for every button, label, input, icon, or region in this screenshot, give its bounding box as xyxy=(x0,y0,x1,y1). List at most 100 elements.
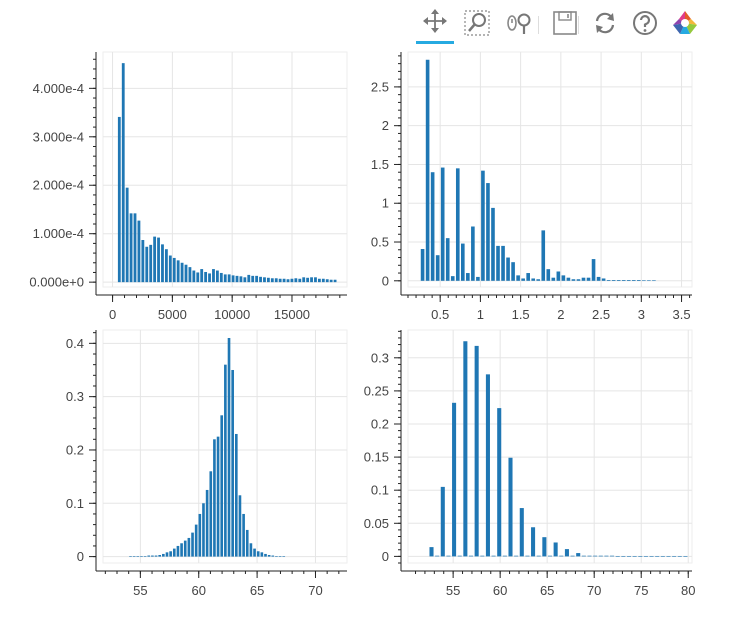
histogram-bar xyxy=(209,471,213,557)
x-tick-label: 1.5 xyxy=(512,307,530,322)
x-tick-label: 60 xyxy=(191,583,205,598)
histogram-bar xyxy=(286,279,290,283)
plot-frame xyxy=(407,329,693,564)
histogram-bar xyxy=(521,278,525,281)
pan-tool-button[interactable] xyxy=(416,6,454,44)
wheel-zoom-icon xyxy=(505,9,533,42)
histogram-bar xyxy=(282,278,286,283)
histogram-bar xyxy=(192,270,196,283)
histogram-bar xyxy=(551,277,556,281)
histogram-bar xyxy=(259,276,262,283)
y-tick-label: 0.2 xyxy=(66,442,84,457)
box-zoom-tool-button[interactable] xyxy=(458,6,496,44)
histogram-bar xyxy=(440,167,445,281)
histogram-bar xyxy=(133,213,137,283)
histogram-bar xyxy=(593,555,598,557)
histogram-bar xyxy=(514,555,519,557)
histogram-bar xyxy=(649,556,654,557)
histogram-bar xyxy=(445,238,450,281)
histogram-bar xyxy=(491,207,495,281)
histogram-bar xyxy=(576,553,581,557)
histogram-bar xyxy=(566,277,571,281)
histogram-bar xyxy=(325,279,329,283)
histogram-bar xyxy=(440,486,445,557)
histogram-bar xyxy=(270,278,274,283)
y-tick-label: 2 xyxy=(382,118,389,133)
y-tick-label: 3.000e-4 xyxy=(33,129,84,144)
histogram-bar xyxy=(435,555,440,557)
histogram-bar xyxy=(621,556,626,557)
histogram-bar xyxy=(235,275,239,283)
histogram-bar xyxy=(485,374,490,557)
histogram-bar xyxy=(242,513,245,557)
histogram-bar xyxy=(660,556,665,557)
histogram-bar xyxy=(471,226,475,281)
histogram-bar xyxy=(129,213,133,283)
histogram-bar xyxy=(267,555,271,557)
histogram-bar xyxy=(212,269,215,283)
histogram-bar xyxy=(137,220,141,283)
x-tick-label: 0.5 xyxy=(431,307,449,322)
y-tick-label: 0 xyxy=(382,549,389,564)
histogram-bar xyxy=(455,168,460,281)
y-tick-label: 1.5 xyxy=(371,157,389,172)
histogram-bar xyxy=(235,433,238,557)
histogram-bar xyxy=(298,278,302,283)
histogram-bar xyxy=(145,246,149,283)
histogram-bar xyxy=(542,537,547,557)
histogram-bar xyxy=(205,489,209,557)
histogram-bar xyxy=(290,278,294,283)
histogram-chart-2[interactable]: 0.5 1 1.5 2 2.5 3 3.5 0 0.5 1 1.5 2 2.5 xyxy=(371,51,693,322)
y-tick-label: 4.000e-4 xyxy=(33,81,84,96)
reset-icon xyxy=(591,9,619,42)
histogram-bar xyxy=(220,415,224,557)
reset-tool-button[interactable] xyxy=(586,6,624,44)
histogram-chart-3[interactable]: 55 60 65 70 0 0.1 0.2 0.3 0.4 xyxy=(66,329,348,598)
histogram-bar xyxy=(151,555,154,557)
x-tick-label: 55 xyxy=(133,583,147,598)
histogram-bar xyxy=(278,278,282,283)
histogram-bar xyxy=(420,249,425,281)
toolbar-separator xyxy=(538,16,539,34)
save-tool-button[interactable] xyxy=(546,6,584,44)
histogram-bar xyxy=(496,245,500,281)
histogram-bar xyxy=(642,280,646,282)
histogram-bar xyxy=(480,555,485,557)
histogram-chart-1[interactable]: 0 5000 10000 15000 0.000e+0 1.000e-4 2.000e-4 3… xyxy=(29,51,348,322)
histogram-bar xyxy=(321,278,325,283)
histogram-bar xyxy=(243,277,247,283)
histogram-bar xyxy=(196,272,200,283)
x-tick-label: 1 xyxy=(477,307,484,322)
histogram-bar xyxy=(476,276,480,281)
histogram-bar xyxy=(638,556,643,557)
histogram-bar xyxy=(198,513,202,557)
y-tick-label: 0.1 xyxy=(66,496,84,511)
histogram-bar xyxy=(213,439,216,557)
histogram-bar xyxy=(183,540,187,557)
toolbar-separator xyxy=(578,16,579,34)
histogram-bar xyxy=(502,555,507,557)
histogram-bar xyxy=(531,278,536,281)
histogram-bar xyxy=(188,267,192,283)
x-tick-label: 10000 xyxy=(214,307,250,322)
histogram-bar xyxy=(245,529,249,557)
histogram-bar xyxy=(223,274,227,283)
histogram-bar xyxy=(546,269,551,281)
x-tick-label: 2 xyxy=(557,307,564,322)
histogram-bar xyxy=(511,262,515,281)
bokeh-logo xyxy=(666,6,704,44)
y-tick-label: 0.3 xyxy=(371,350,389,365)
histogram-bar xyxy=(247,274,251,283)
wheel-zoom-tool-button[interactable] xyxy=(500,6,538,44)
histogram-bar xyxy=(187,537,191,557)
histogram-bar xyxy=(271,555,275,557)
histogram-bar xyxy=(184,264,188,283)
help-tool-button[interactable] xyxy=(626,6,664,44)
histogram-chart-4[interactable]: 55 60 65 70 75 80 0 0.05 0.1 0.15 0.2 0.25 0.3 xyxy=(364,329,696,598)
y-tick-label: 0.15 xyxy=(364,450,389,465)
histogram-bar xyxy=(164,249,168,283)
plot-frame xyxy=(407,51,693,288)
histogram-bar xyxy=(501,245,505,281)
histogram-bar xyxy=(180,543,183,557)
